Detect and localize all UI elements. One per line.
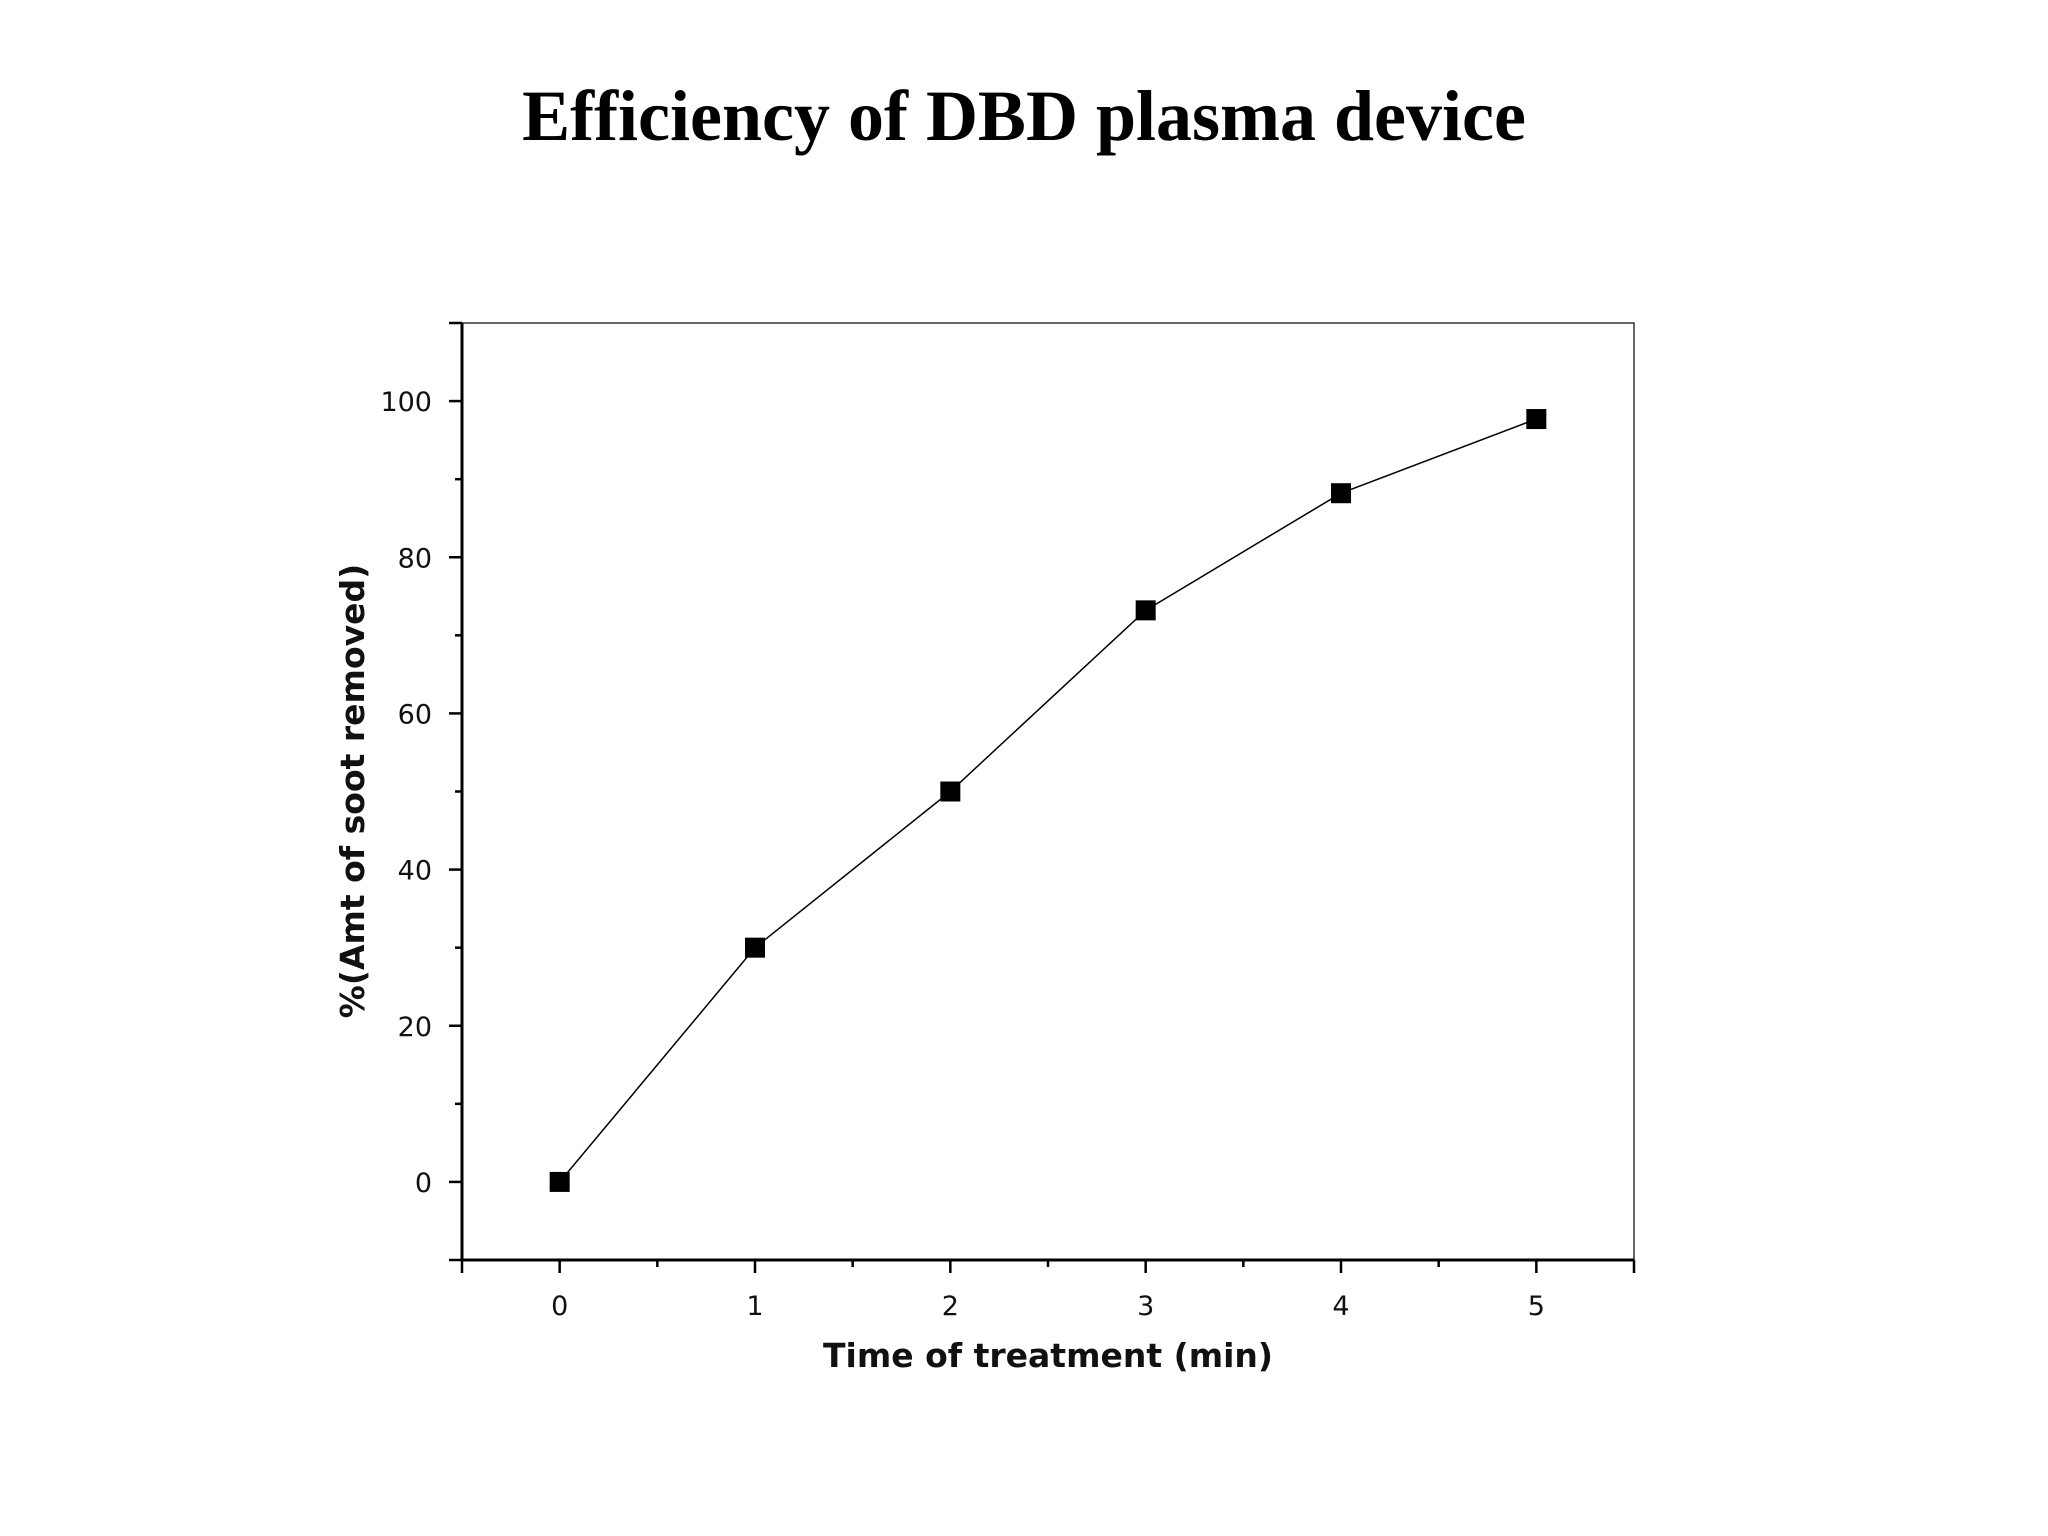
y-tick-label: 20 [398,1012,432,1043]
x-tick-label: 3 [1137,1291,1154,1322]
data-point-marker [1331,483,1351,504]
x-tick-label: 2 [942,1291,959,1322]
y-tick-label: 80 [398,543,432,574]
data-point-marker [745,937,765,958]
x-tick-label: 4 [1332,1291,1349,1322]
x-tick-label: 1 [746,1291,763,1322]
y-axis-label: %(Amt of soot removed) [333,564,372,1018]
series-line [559,418,1537,1183]
x-axis-ticks: 0 1 2 3 4 5 [460,1260,1636,1322]
plot-area-frame [461,322,1635,1261]
chart-title: Efficiency of DBD plasma device [522,76,1526,156]
x-tick-label: 5 [1528,1291,1545,1322]
data-point-marker [549,1171,570,1192]
data-point-marker [1135,600,1156,621]
y-tick-label: 40 [398,856,432,887]
y-tick-label: 100 [380,387,432,418]
x-axis-label: Time of treatment (min) [823,1336,1273,1375]
data-point-marker [940,781,961,802]
series-layer [549,409,1547,1192]
y-tick-label: 0 [415,1168,432,1199]
y-tick-label: 60 [398,699,432,730]
y-axis-ticks: 0 20 40 60 80 100 [380,321,462,1262]
x-tick-label: 0 [551,1291,568,1322]
data-point-marker [1526,409,1547,430]
